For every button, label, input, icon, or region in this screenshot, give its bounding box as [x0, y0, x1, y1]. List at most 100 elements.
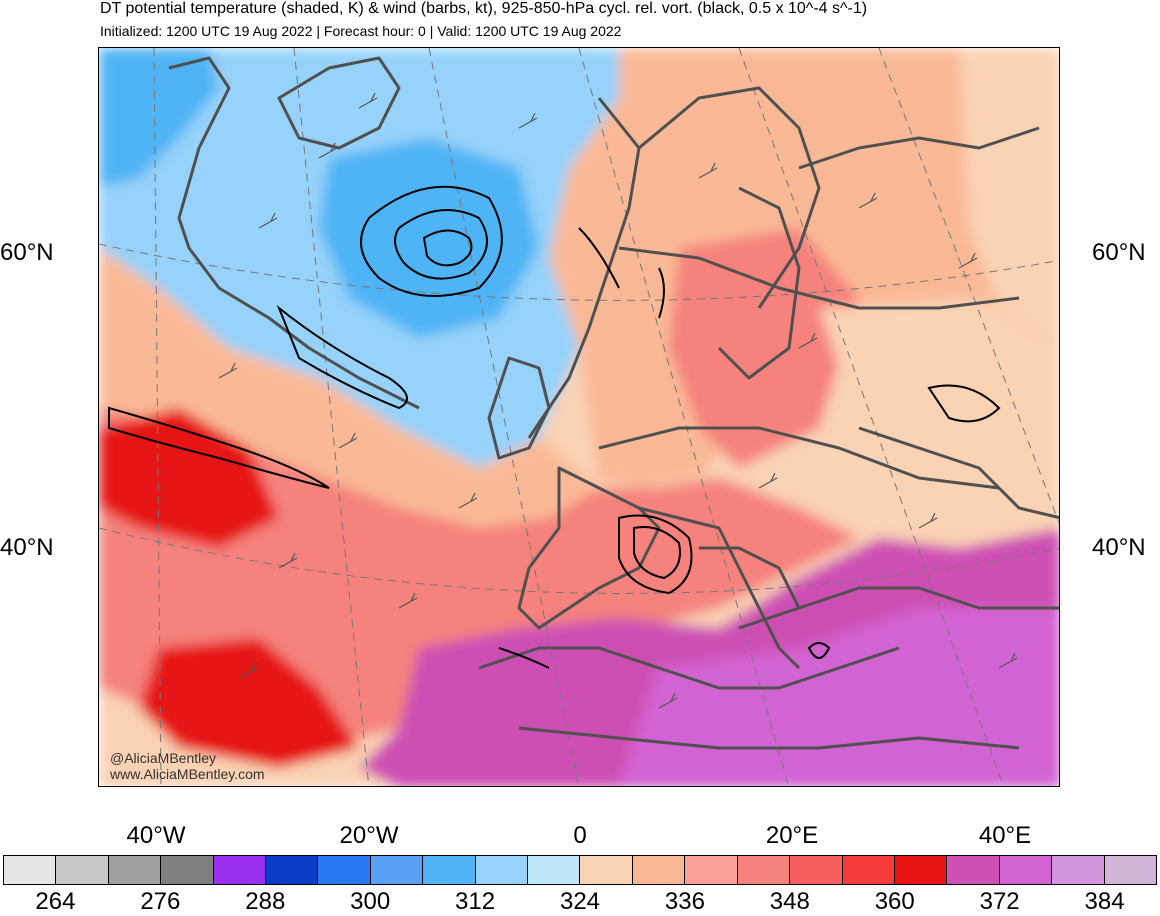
wind-barb — [358, 92, 378, 109]
map-title: DT potential temperature (shaded, K) & w… — [100, 0, 868, 17]
lon-label-40w: 40°W — [126, 822, 186, 849]
colorbar-swatch — [1052, 856, 1105, 884]
theta-shading — [99, 48, 1059, 786]
country-border-north — [618, 246, 1020, 310]
colorbar-swatch — [161, 856, 214, 884]
colorbar-tick-label: 288 — [245, 888, 286, 915]
contour-russia — [927, 384, 1001, 423]
lon-label-20e: 20°E — [765, 822, 819, 849]
colorbar-swatch — [475, 856, 529, 884]
contour-scandi — [658, 267, 665, 319]
colorbar-swatch — [213, 856, 267, 884]
shade-east-peach — [959, 48, 1059, 347]
lon-label-20w: 20°W — [339, 822, 399, 849]
parallel-60n — [99, 243, 1059, 301]
shade-red-west — [99, 408, 279, 548]
colorbar-tick-label: 300 — [350, 888, 391, 915]
italy-coast — [638, 506, 801, 670]
colorbar-swatch — [790, 856, 843, 884]
wind-barb — [958, 252, 978, 269]
colorbar-tick-label: 336 — [664, 888, 705, 915]
colorbar-swatch — [4, 856, 57, 884]
north-africa-coast — [478, 646, 900, 690]
meridian-40e — [738, 48, 1004, 786]
colorbar-swatch — [894, 856, 948, 884]
colorbar-swatch — [737, 856, 791, 884]
baltic-coast — [717, 186, 801, 380]
shade-scandi-pink — [669, 228, 859, 468]
colorbar-tick-label: 264 — [35, 888, 76, 915]
wind-barb — [758, 472, 778, 489]
lat-label-right-60n: 60°N — [1092, 239, 1146, 266]
meridian-20e — [578, 48, 789, 786]
colorbar-tick-label: 312 — [455, 888, 496, 915]
arctic-russia-coast — [798, 126, 1040, 170]
land-outlines — [168, 56, 1059, 750]
contour-lowcenter-mid — [394, 209, 488, 280]
black-caspian-coast — [858, 426, 1059, 520]
wind-barb — [398, 592, 418, 609]
shade-red-southwest — [139, 638, 359, 768]
colorbar-swatch — [1104, 856, 1156, 884]
colorbar-tick-label: 372 — [979, 888, 1020, 915]
vorticity-contours — [108, 185, 1001, 669]
colorbar-tick-label: 324 — [559, 888, 601, 915]
colorbar-swatch — [685, 856, 738, 884]
wind-barb — [278, 552, 298, 569]
contour-morocco — [498, 647, 550, 669]
wind-barbs — [218, 92, 1018, 709]
greenland-north-coast — [277, 56, 401, 150]
wind-barb — [318, 142, 338, 159]
lat-label-left-40n: 40°N — [0, 534, 54, 561]
contour-corsica-inner — [633, 526, 681, 580]
colorbar-swatch — [632, 856, 686, 884]
wind-barb — [218, 362, 238, 379]
country-border-central — [598, 426, 1000, 490]
contour-norway-coast — [578, 227, 620, 289]
colorbar-swatch — [108, 856, 162, 884]
scandinavia-north-coast — [638, 86, 821, 309]
lon-label-40e: 40°E — [978, 822, 1032, 849]
shade-cool-belt — [99, 248, 599, 528]
colorbar-swatch — [370, 856, 424, 884]
country-border-africa — [518, 726, 1020, 750]
wind-barb — [238, 662, 258, 679]
meridian-60e — [878, 48, 1059, 525]
british-isles — [487, 356, 551, 460]
shade-russia-peach — [819, 298, 1059, 468]
colorbar-tick-label: 276 — [140, 888, 181, 915]
colorbar-swatch — [318, 856, 371, 884]
wind-barb — [658, 692, 678, 709]
adriatic-coast — [699, 546, 801, 609]
wind-barb — [998, 652, 1018, 669]
map-subtitle: Initialized: 1200 UTC 19 Aug 2022 | Fore… — [100, 23, 622, 39]
contour-lowcenter-inner — [422, 229, 473, 267]
wind-barb — [458, 492, 478, 509]
lat-label-left-60n: 60°N — [0, 239, 54, 266]
lat-label-right-40n: 40°N — [1092, 534, 1146, 561]
parallel-40n — [99, 527, 1059, 594]
colorbar-swatch — [842, 856, 895, 884]
graticule-lines — [99, 48, 1059, 786]
watermark-site[interactable]: www.AliciaMBentley.com — [110, 766, 265, 782]
colorbar — [3, 855, 1157, 885]
meridian-20w — [293, 48, 370, 786]
turkey-black-sea-coast — [738, 586, 1059, 630]
iberia-france-coast — [517, 466, 661, 630]
meridian-40w — [153, 48, 162, 786]
wind-barb — [338, 432, 358, 449]
colorbar-tick-label: 384 — [1084, 888, 1125, 915]
watermark-handle: @AliciaMBentley — [110, 750, 217, 766]
wind-barb — [858, 192, 878, 209]
colorbar-swatch — [947, 856, 1000, 884]
shade-core-west — [99, 48, 219, 188]
colorbar-swatch — [528, 856, 581, 884]
colorbar-swatch — [266, 856, 319, 884]
colorbar-swatch — [999, 856, 1053, 884]
lon-label-0: 0 — [573, 822, 587, 849]
map-panel[interactable] — [98, 47, 1060, 787]
wind-barb — [918, 512, 938, 529]
colorbar-swatch — [580, 856, 633, 884]
wind-barb — [798, 332, 818, 349]
wind-barb — [698, 162, 718, 179]
